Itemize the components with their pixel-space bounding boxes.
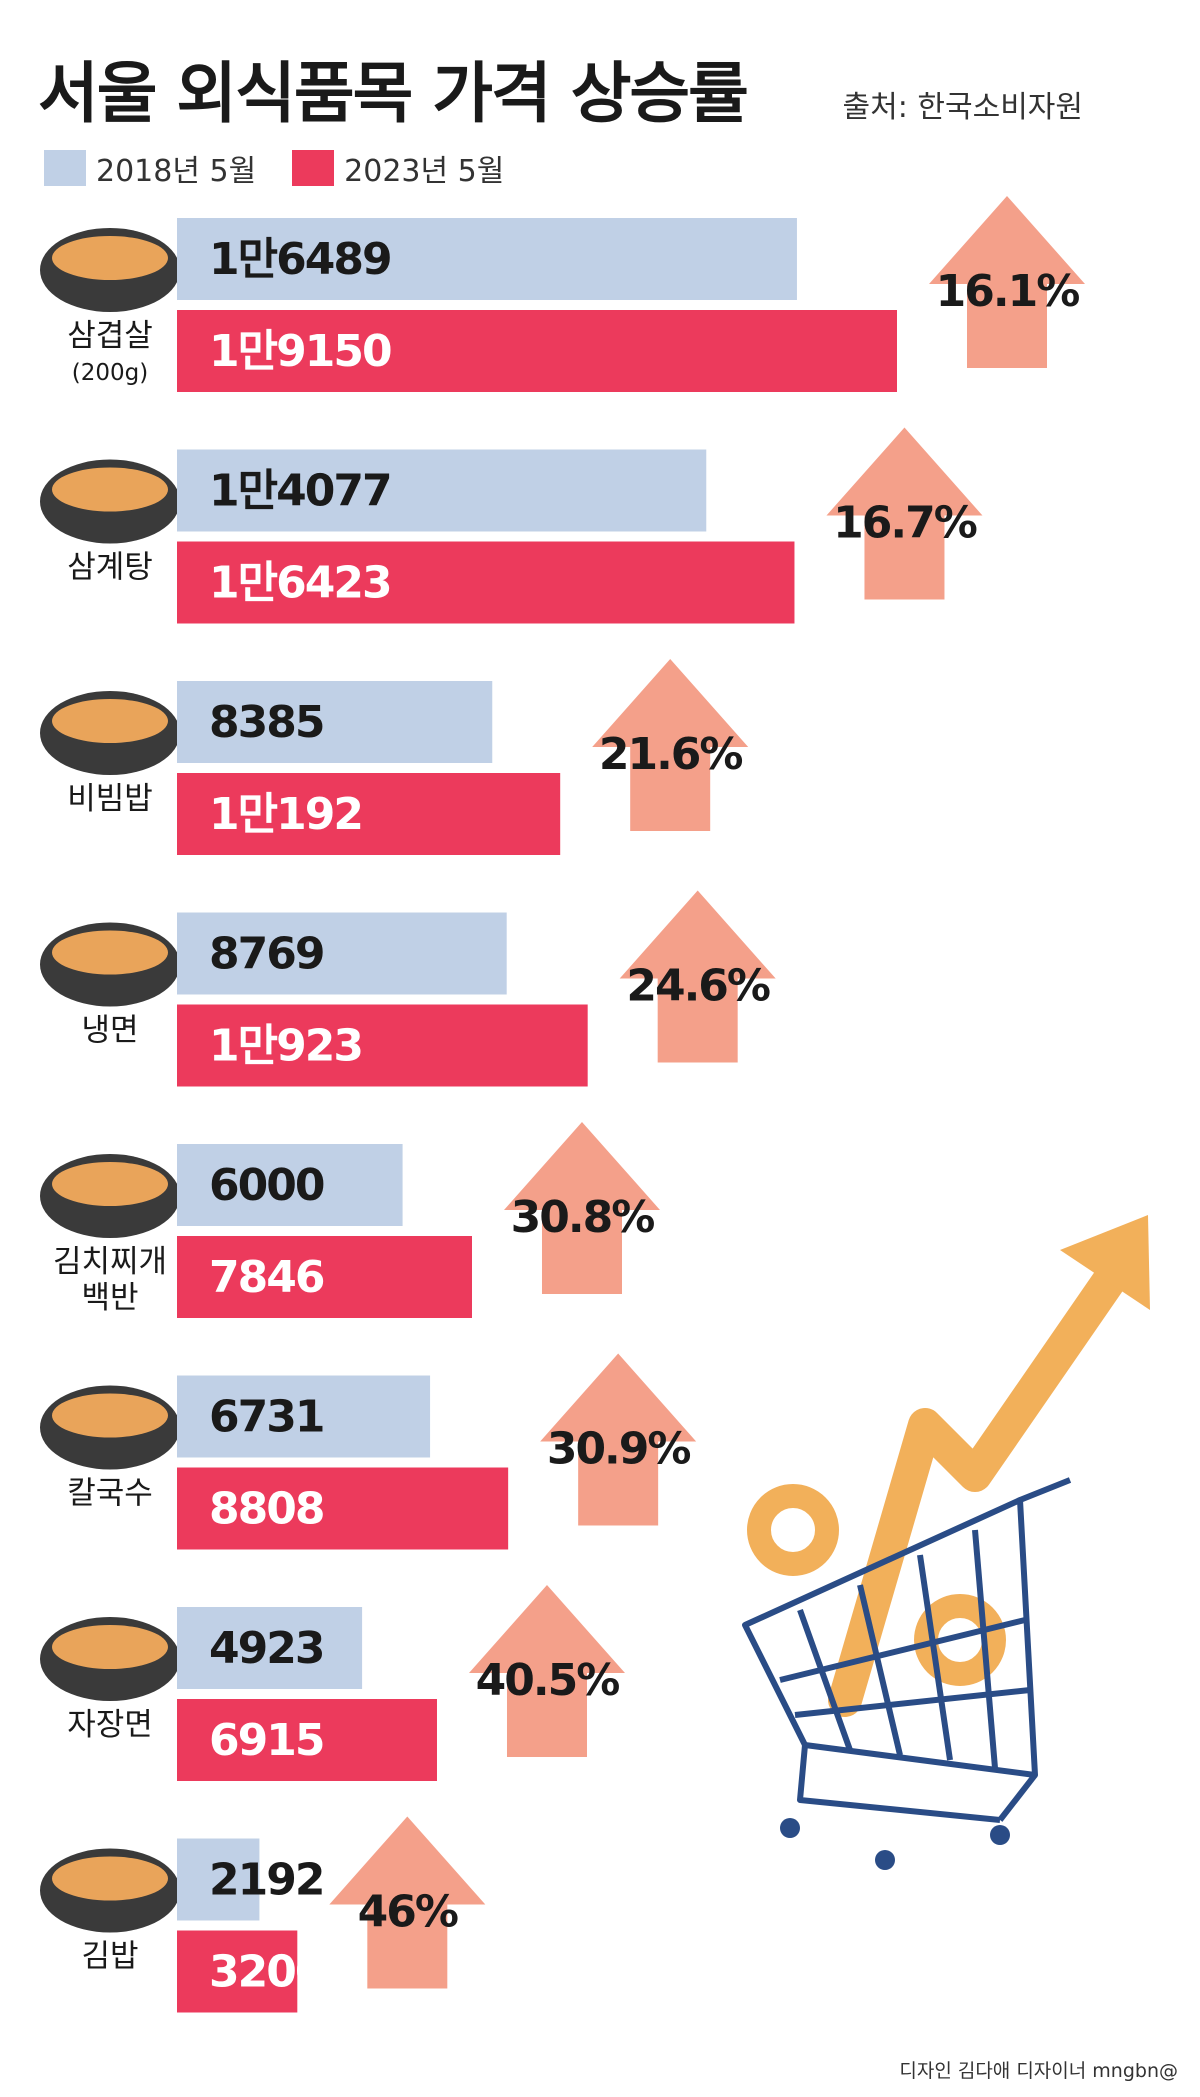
value-label-2023: 1만192	[209, 789, 362, 840]
bar-2023	[177, 1699, 437, 1781]
food-topping-icon	[52, 236, 168, 280]
value-label-2018: 8769	[209, 929, 323, 980]
value-label-2018: 6000	[209, 1160, 324, 1211]
food-topping-icon	[52, 1393, 168, 1438]
bar-2023	[177, 1004, 588, 1087]
increase-label: 24.6%	[626, 961, 770, 1012]
bar-2023	[177, 1467, 509, 1550]
increase-label: 40.5%	[476, 1655, 620, 1706]
food-topping-icon	[52, 467, 168, 512]
category-label: 백반	[81, 1280, 138, 1316]
value-label-2018: 4923	[209, 1623, 323, 1674]
arrow-up-icon	[826, 427, 983, 600]
bar-2018	[177, 218, 797, 300]
category-label: 김치찌개	[53, 1244, 167, 1280]
bar-2018	[177, 912, 507, 995]
bar-2023	[177, 1236, 472, 1318]
increase-label: 30.8%	[511, 1192, 655, 1243]
food-topping-icon	[52, 1856, 168, 1901]
value-label-2018: 1만6489	[209, 234, 391, 285]
shopping-cart-icon	[742, 1215, 1150, 1870]
value-label-2023: 1만9150	[209, 326, 391, 377]
value-label-2018: 1만4077	[209, 466, 391, 517]
legend-item-2023: 2023년 5월	[292, 146, 504, 190]
food-topping-icon	[52, 699, 168, 743]
legend-label-2023: 2023년 5월	[344, 154, 505, 189]
bar-2018	[177, 1838, 260, 1921]
page-title: 서울 외식품목 가격 상승률	[38, 55, 749, 132]
source-note: 출처: 한국소비자원	[842, 90, 1083, 125]
category-label: 삼계탕	[67, 550, 153, 586]
legend-swatch-2018	[44, 150, 86, 186]
increase-label: 16.7%	[833, 498, 977, 549]
percent-sign-icon	[747, 1484, 1006, 1686]
legend-label-2018: 2018년 5월	[96, 154, 257, 189]
arrow-up-icon	[468, 1585, 625, 1757]
increase-label: 16.1%	[936, 266, 1080, 317]
food-topping-icon	[52, 1162, 168, 1206]
arrow-up-icon	[540, 1353, 697, 1526]
category-label: 칼국수	[67, 1476, 153, 1512]
bar-2018	[177, 681, 493, 763]
value-label-2023: 1만923	[209, 1021, 362, 1072]
legend-swatch-2023	[292, 150, 335, 186]
category-label: 삼겹살	[67, 318, 153, 354]
value-label-2018: 6731	[209, 1392, 323, 1443]
value-label-2023: 6915	[209, 1715, 323, 1766]
category-label: 비빔밥	[67, 781, 153, 817]
legend-item-2018: 2018년 5월	[44, 146, 256, 190]
value-label-2023: 3200	[209, 1947, 324, 1998]
bar-2023	[177, 541, 795, 624]
increase-label: 46%	[358, 1887, 458, 1938]
value-label-2018: 2192	[209, 1855, 323, 1906]
designer-credit: 디자인 김다애 디자이너 mngbn@	[899, 2060, 1178, 2082]
bar-2023	[177, 1930, 298, 2013]
bar-2018	[177, 449, 707, 532]
value-label-2018: 8385	[209, 697, 323, 748]
category-label: 김밥	[81, 1939, 138, 1975]
value-label-2023: 7846	[209, 1252, 324, 1303]
food-topping-icon	[52, 1625, 168, 1669]
category-label: 자장면	[67, 1707, 153, 1743]
arrow-up-icon	[503, 1122, 660, 1294]
increase-label: 30.9%	[547, 1424, 691, 1475]
bar-2018	[177, 1607, 363, 1689]
increase-label: 21.6%	[599, 729, 743, 780]
category-label: 냉면	[81, 1013, 138, 1049]
legend: 2018년 5월 2023년 5월	[44, 146, 504, 190]
arrow-up-icon	[592, 659, 749, 831]
category-sublabel: (200g)	[72, 360, 148, 386]
bar-2023	[177, 773, 561, 855]
arrow-up-icon	[329, 1816, 486, 1989]
bar-2023	[177, 310, 897, 392]
bar-2018	[177, 1375, 431, 1458]
arrow-up-icon	[929, 196, 1085, 368]
value-label-2023: 1만6423	[209, 558, 391, 609]
food-topping-icon	[52, 930, 168, 975]
bar-2018	[177, 1144, 403, 1226]
value-label-2023: 8808	[209, 1484, 323, 1535]
arrow-up-icon	[619, 890, 776, 1063]
